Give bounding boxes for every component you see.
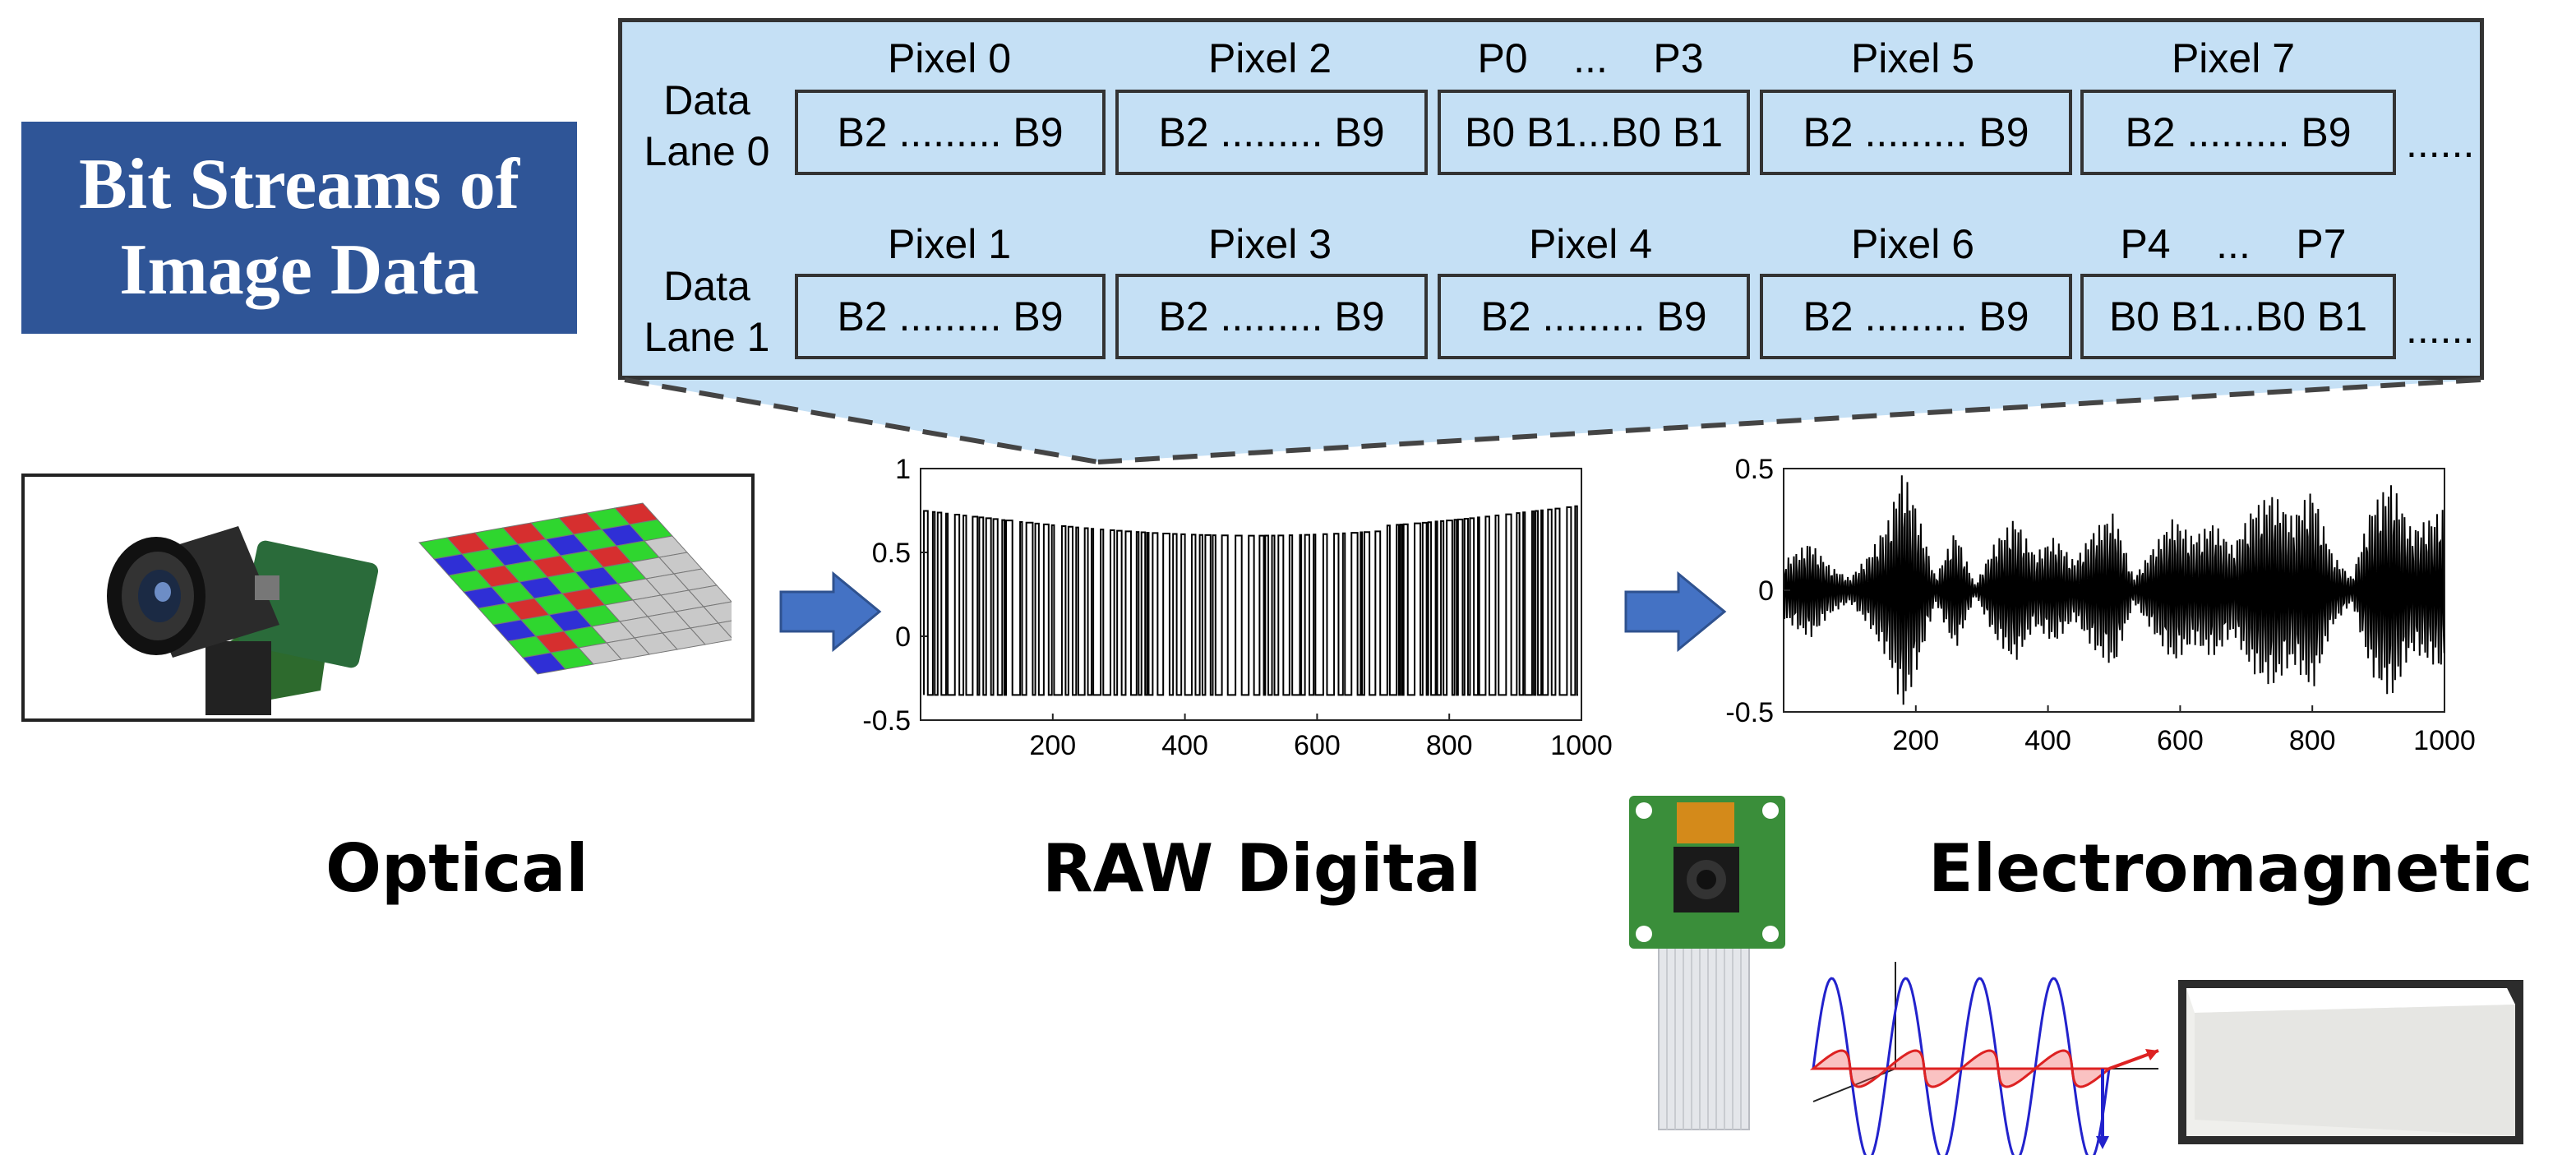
raw-series-line: [923, 505, 1578, 696]
bayer-cell: [718, 620, 732, 639]
electromagnetic-label: Electromagnetic: [1928, 830, 2533, 907]
optical-box: [21, 474, 755, 722]
arrow-right-icon: [1624, 571, 1727, 653]
camera-icon: [107, 526, 378, 715]
bit-cell: B2 ......... B9: [1115, 274, 1428, 359]
lane-1-label: Data Lane 1: [644, 263, 770, 360]
bit-cell: B2 ......... B9: [2080, 90, 2396, 175]
pixel-header: Pixel 7: [2171, 35, 2296, 81]
arrow-right-icon: [779, 571, 882, 653]
em-wave-icon: [1809, 962, 2159, 1155]
x-tick-label: 200: [1892, 725, 1939, 756]
em-plot-area: 200 400 600 800 1000 0.5 0 -0.5: [1725, 454, 2475, 756]
lane-trail: ......: [2406, 306, 2475, 352]
pixel-header: Pixel 2: [1207, 35, 1332, 81]
bayer-filter-icon: [418, 502, 732, 675]
lane-trail: ......: [2406, 120, 2475, 166]
pixel-header: Pixel 0: [887, 35, 1012, 81]
x-tick-label: 400: [2024, 725, 2071, 756]
bit-cell: B0 B1...B0 B1: [1438, 90, 1750, 175]
pixel-header: Pixel 5: [1850, 35, 1975, 81]
lane-0-label: Data Lane 0: [644, 77, 770, 174]
bit-cell: B2 ......... B9: [1760, 90, 2072, 175]
optical-label: Optical: [325, 830, 589, 907]
pixel-header: P4 ... P7: [2120, 221, 2347, 267]
bayer-cell: [690, 622, 732, 645]
raw-plot-area: 200 400 600 800 1000 1 0.5 0 -0.5: [862, 454, 1612, 761]
x-tick-label: 200: [1029, 730, 1076, 761]
x-tick-label: 600: [2157, 725, 2204, 756]
bitstream-panel: Data Lane 0 Pixel 0 Pixel 2 P0 ... P3 Pi…: [618, 18, 2484, 380]
bit-cell: B2 ......... B9: [1115, 90, 1428, 175]
pixel-header: P0 ... P3: [1477, 35, 1704, 81]
bit-cell: B2 ......... B9: [795, 90, 1106, 175]
bit-cell: B2 ......... B9: [795, 274, 1106, 359]
x-tick-label: 800: [2289, 725, 2336, 756]
pixel-header: Pixel 1: [887, 221, 1012, 267]
camera-module-icon: [1629, 796, 1785, 1130]
pixel-header: Pixel 4: [1528, 221, 1653, 267]
bayer-cell: [688, 584, 732, 608]
x-tick-label: 400: [1161, 730, 1208, 761]
y-tick-label: 1: [895, 454, 911, 485]
title-text: Bit Streams of Image Data: [78, 145, 520, 310]
y-tick-label: 0: [895, 621, 911, 653]
pixel-header: Pixel 6: [1850, 221, 1975, 267]
title-box: Bit Streams of Image Data: [21, 122, 577, 334]
bayer-cell: [703, 601, 732, 624]
em-series-line: [1783, 475, 2445, 705]
bit-cell: B2 ......... B9: [1760, 274, 2072, 359]
raw-plot-frame: [920, 468, 1582, 721]
x-tick-label: 1000: [1550, 730, 1613, 761]
x-tick-label: 1000: [2413, 725, 2476, 756]
y-tick-label: -0.5: [1725, 697, 1774, 728]
antenna-photo-icon: [2178, 980, 2523, 1144]
bit-cell: B2 ......... B9: [1438, 274, 1750, 359]
zoom-connector-right-line: [1097, 377, 2481, 464]
y-tick-label: 0.5: [872, 538, 911, 569]
x-tick-label: 800: [1426, 730, 1473, 761]
bit-cell: B0 B1...B0 B1: [2080, 274, 2396, 359]
zoom-connector-left-line: [624, 377, 1099, 464]
raw-digital-label: RAW Digital: [1042, 830, 1482, 907]
y-tick-label: -0.5: [862, 705, 911, 737]
pixel-header: Pixel 3: [1207, 221, 1332, 267]
raw-digital-chart: 200 400 600 800 1000 1 0.5 0 -0.5: [862, 454, 1612, 761]
zoom-connector-fill: [625, 380, 2481, 462]
y-tick-label: 0: [1758, 575, 1774, 607]
em-chart: 200 400 600 800 1000 0.5 0 -0.5: [1725, 454, 2475, 756]
y-tick-label: 0.5: [1735, 454, 1774, 485]
x-tick-label: 600: [1294, 730, 1341, 761]
